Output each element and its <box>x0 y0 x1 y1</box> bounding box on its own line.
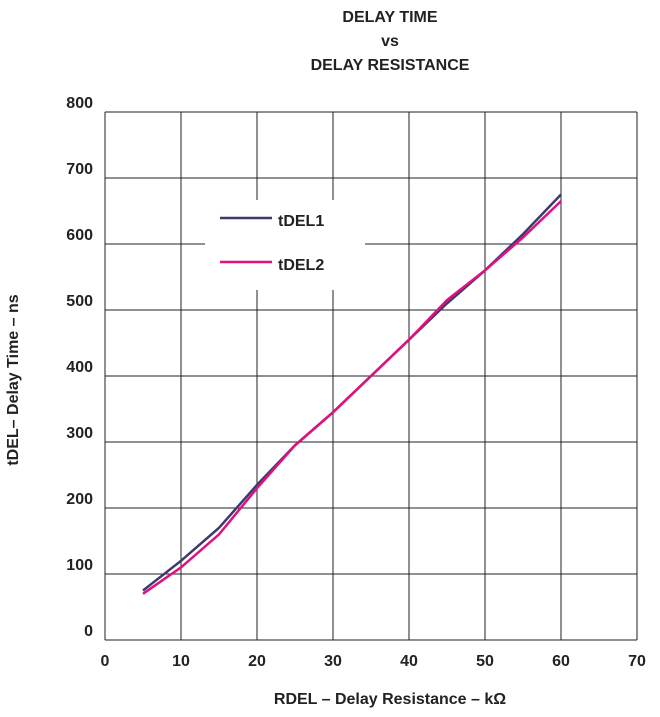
x-tick-label: 40 <box>400 653 418 670</box>
chart-title: vs <box>381 33 399 50</box>
chart-title: DELAY TIME <box>342 9 437 26</box>
x-tick-label: 30 <box>324 653 342 670</box>
chart-title: DELAY RESISTANCE <box>311 57 470 74</box>
y-tick-label: 600 <box>66 227 93 244</box>
y-tick-label: 300 <box>66 425 93 442</box>
y-tick-label: 200 <box>66 491 93 508</box>
y-tick-label: 100 <box>66 557 93 574</box>
y-tick-label: 700 <box>66 161 93 178</box>
x-tick-label: 0 <box>101 653 110 670</box>
x-tick-label: 60 <box>552 653 570 670</box>
legend-label: tDEL2 <box>278 257 324 274</box>
y-tick-label: 400 <box>66 359 93 376</box>
series-line <box>142 200 562 595</box>
x-tick-label: 50 <box>476 653 494 670</box>
y-tick-label: 800 <box>66 95 93 112</box>
x-axis-label: RDEL – Delay Resistance – kΩ <box>274 691 506 708</box>
y-axis-label: tDEL– Delay Time – ns <box>5 294 22 465</box>
legend-box <box>205 200 365 290</box>
legend-label: tDEL1 <box>278 213 324 230</box>
y-tick-label: 500 <box>66 293 93 310</box>
y-tick-label: 0 <box>84 623 93 640</box>
x-tick-label: 10 <box>172 653 190 670</box>
x-tick-label: 70 <box>628 653 646 670</box>
x-tick-label: 20 <box>248 653 266 670</box>
